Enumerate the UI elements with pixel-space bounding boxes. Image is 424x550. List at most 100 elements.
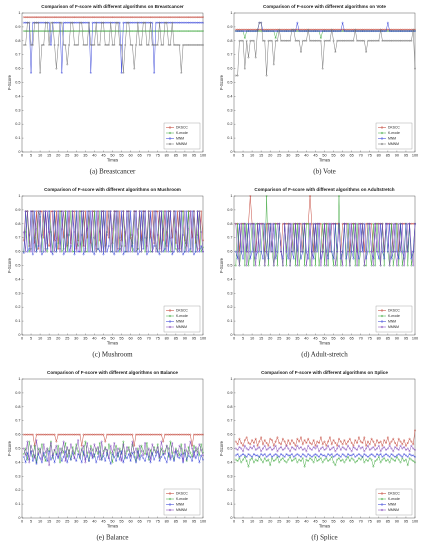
data-point — [321, 443, 324, 446]
data-point — [185, 450, 188, 453]
data-point — [194, 236, 197, 239]
data-point — [41, 234, 43, 236]
data-point — [303, 447, 306, 450]
y-tick-label: 0.1 — [15, 136, 20, 140]
data-point — [249, 446, 252, 449]
data-point — [356, 460, 358, 462]
data-point — [155, 250, 157, 253]
data-point — [196, 451, 199, 454]
data-point — [66, 433, 69, 436]
data-point — [392, 30, 395, 32]
data-point — [374, 455, 377, 458]
data-point — [138, 16, 141, 19]
x-tick-label: 50 — [110, 154, 114, 158]
data-point — [347, 30, 349, 32]
data-point — [301, 457, 304, 460]
legend-marker — [168, 126, 172, 129]
data-point — [127, 210, 130, 213]
data-point — [138, 30, 141, 32]
data-point — [118, 210, 121, 213]
data-point — [298, 30, 301, 32]
data-point — [129, 44, 132, 46]
data-point — [57, 242, 60, 245]
data-point — [193, 21, 195, 24]
data-point — [245, 455, 248, 458]
y-axis-label: F-Score — [7, 257, 12, 273]
data-point — [316, 250, 319, 253]
data-point — [200, 16, 203, 19]
data-point — [160, 455, 163, 458]
data-point — [41, 461, 43, 464]
data-point — [200, 433, 203, 436]
data-point — [155, 433, 157, 436]
data-point — [341, 39, 344, 42]
data-point — [276, 436, 279, 439]
data-point — [329, 222, 331, 225]
data-point — [117, 16, 119, 19]
data-point — [153, 210, 156, 213]
data-point — [57, 444, 60, 447]
y-tick-label: 0.9 — [15, 25, 20, 29]
data-point — [325, 222, 328, 225]
data-point — [75, 16, 78, 19]
data-point — [193, 210, 195, 213]
data-point — [68, 210, 70, 213]
data-point — [98, 210, 101, 213]
x-tick-label: 10 — [250, 337, 254, 341]
data-point — [178, 44, 181, 46]
data-point — [88, 21, 90, 24]
data-point — [169, 21, 172, 24]
data-point — [202, 16, 204, 19]
data-point — [357, 222, 360, 225]
y-tick-label: 0.5 — [227, 447, 232, 451]
data-point — [348, 264, 351, 267]
data-point — [126, 457, 128, 460]
x-tick-label: 75 — [156, 154, 160, 158]
data-point — [329, 436, 331, 439]
data-point — [265, 448, 268, 451]
data-point — [265, 455, 268, 458]
x-tick-label: 10 — [250, 520, 254, 524]
data-point — [291, 250, 293, 253]
data-point — [240, 442, 243, 444]
data-point — [126, 433, 128, 436]
data-point — [238, 30, 241, 32]
data-point — [160, 21, 163, 24]
data-point — [156, 446, 159, 449]
data-point — [318, 222, 320, 225]
data-point — [276, 450, 279, 453]
data-point — [182, 30, 184, 32]
data-point — [180, 443, 183, 446]
data-point — [42, 21, 45, 24]
data-point — [171, 21, 174, 24]
data-point — [253, 222, 255, 225]
data-point — [394, 442, 396, 444]
data-point — [330, 453, 333, 455]
data-point — [135, 461, 137, 464]
data-point — [75, 250, 78, 253]
data-point — [345, 30, 348, 32]
data-point — [178, 250, 181, 253]
data-point — [31, 30, 34, 32]
data-point — [309, 442, 311, 444]
data-point — [381, 458, 384, 461]
data-point — [323, 39, 326, 42]
data-point — [193, 30, 195, 32]
x-tick-label: 5 — [242, 154, 244, 158]
data-point — [155, 210, 157, 213]
data-point — [319, 447, 322, 450]
data-point — [323, 222, 326, 225]
data-point — [276, 264, 279, 267]
data-point — [113, 448, 116, 451]
data-point — [37, 210, 40, 213]
data-point — [69, 21, 72, 24]
data-point — [303, 264, 306, 267]
data-point — [347, 440, 349, 443]
x-tick-label: 15 — [259, 154, 263, 158]
data-point — [406, 39, 409, 42]
y-tick-label: 0.7 — [15, 236, 20, 240]
data-point — [44, 21, 47, 24]
legend-marker — [168, 503, 172, 506]
y-tick-label: 0 — [18, 150, 20, 154]
data-point — [89, 210, 92, 213]
